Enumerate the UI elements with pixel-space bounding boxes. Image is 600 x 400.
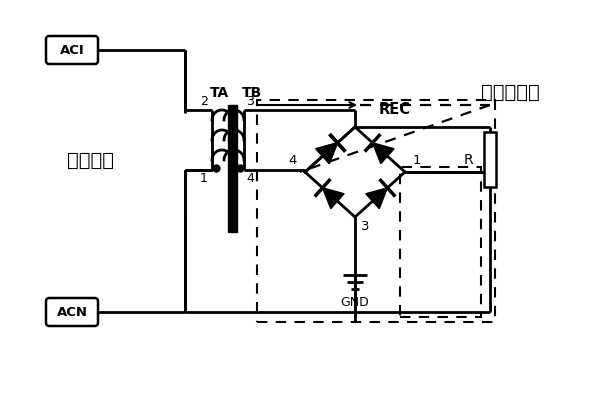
Polygon shape [373,143,394,164]
Polygon shape [316,143,337,164]
Text: REC: REC [379,102,411,116]
Text: TA: TA [211,86,230,100]
Bar [228,105,237,232]
Text: 3: 3 [246,95,254,108]
Text: 4: 4 [289,154,297,166]
Text: ACI: ACI [59,44,85,56]
Text: TB: TB [242,86,262,100]
Text: ACN: ACN [56,306,88,318]
Text: R: R [463,152,473,166]
FancyBboxPatch shape [46,36,98,64]
Text: 2: 2 [200,95,208,108]
Bar [400,167,481,317]
Text: 市电输入: 市电输入 [67,150,113,170]
Text: 负半周通路: 负半周通路 [481,82,539,102]
Text: 3: 3 [361,220,370,233]
Polygon shape [366,188,388,209]
Polygon shape [316,143,337,164]
Bar [257,100,495,322]
Text: 1: 1 [200,172,208,185]
Text: GND: GND [341,296,370,310]
Polygon shape [323,188,344,209]
Text: 4: 4 [246,172,254,185]
FancyBboxPatch shape [46,298,98,326]
Bar [484,132,496,187]
Text: 1: 1 [413,154,421,166]
